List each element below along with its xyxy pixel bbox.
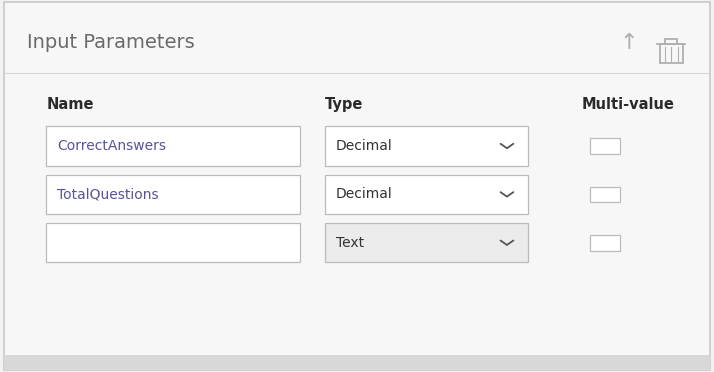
Text: Text: Text [336,236,363,250]
Bar [590,235,620,251]
Text: Decimal: Decimal [336,139,392,153]
Bar [46,175,300,214]
Bar [665,39,677,44]
Bar [46,126,300,166]
Text: TotalQuestions: TotalQuestions [57,187,159,201]
Bar [46,223,300,262]
Text: Decimal: Decimal [336,187,392,201]
Text: CorrectAnswers: CorrectAnswers [57,139,166,153]
Text: Input Parameters: Input Parameters [27,33,195,52]
Bar [590,187,620,202]
Bar [660,44,683,63]
Bar [590,138,620,154]
Text: Name: Name [46,97,94,112]
Bar [325,223,528,262]
Bar [4,355,710,370]
Bar [325,126,528,166]
Text: Multi-value: Multi-value [582,97,675,112]
Text: Type: Type [325,97,363,112]
Bar [325,175,528,214]
Text: ↑: ↑ [619,33,638,53]
